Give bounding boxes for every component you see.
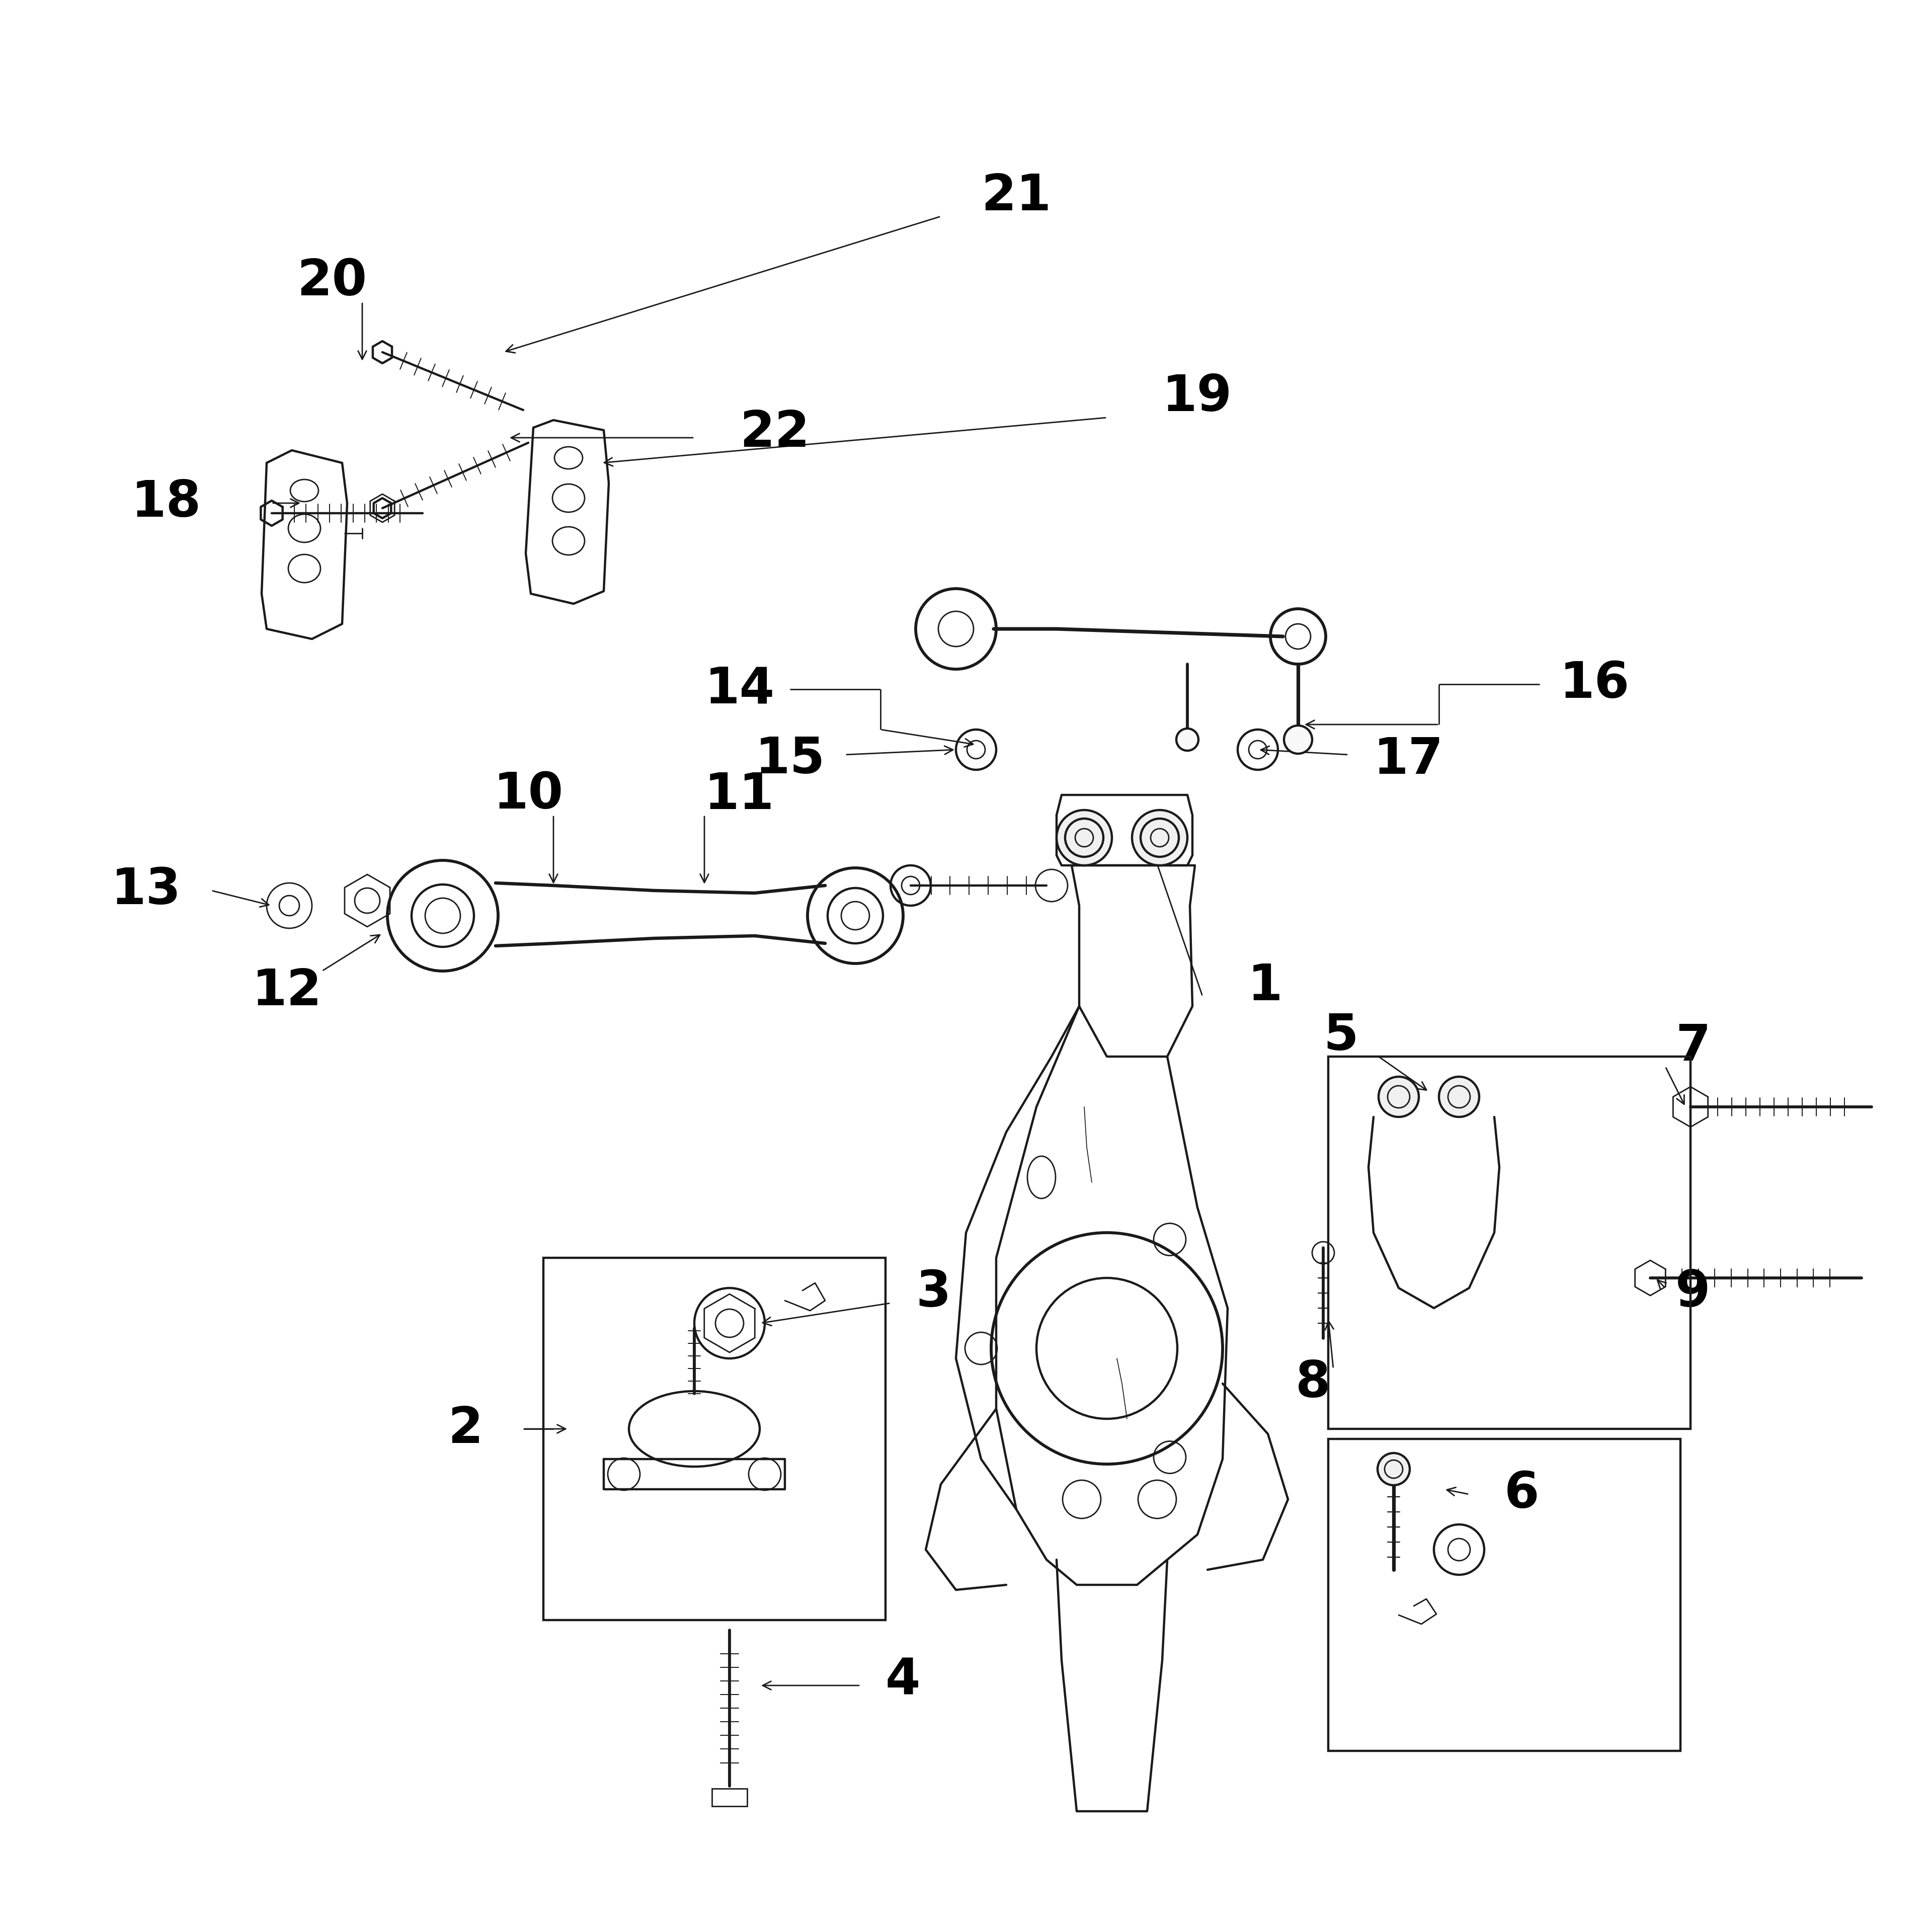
Text: 14: 14 — [705, 665, 775, 713]
Circle shape — [1379, 1076, 1418, 1117]
Circle shape — [1057, 810, 1113, 866]
Text: 10: 10 — [493, 771, 564, 819]
Text: 11: 11 — [705, 771, 775, 819]
Text: 13: 13 — [110, 866, 182, 916]
Text: 17: 17 — [1374, 736, 1443, 784]
Text: 1: 1 — [1248, 962, 1283, 1010]
Text: 3: 3 — [916, 1269, 951, 1318]
Text: 9: 9 — [1675, 1269, 1710, 1318]
Text: 12: 12 — [251, 966, 323, 1016]
Circle shape — [1439, 1076, 1480, 1117]
Text: 5: 5 — [1323, 1012, 1358, 1061]
Text: 20: 20 — [298, 257, 367, 305]
Circle shape — [1177, 728, 1198, 752]
Circle shape — [1132, 810, 1188, 866]
Text: 7: 7 — [1675, 1022, 1710, 1070]
Text: 4: 4 — [885, 1656, 920, 1704]
Bar — [711, 1789, 748, 1806]
Bar — [1329, 1439, 1681, 1750]
Text: 8: 8 — [1296, 1360, 1331, 1408]
Text: 2: 2 — [448, 1405, 483, 1453]
Text: 19: 19 — [1163, 373, 1233, 421]
Bar — [1329, 1057, 1691, 1430]
Circle shape — [1378, 1453, 1410, 1486]
Text: 6: 6 — [1505, 1470, 1540, 1519]
Bar — [543, 1258, 885, 1621]
Text: 22: 22 — [740, 408, 810, 458]
Text: 18: 18 — [131, 479, 201, 527]
Text: 15: 15 — [755, 736, 825, 784]
Circle shape — [1285, 726, 1312, 753]
Text: 16: 16 — [1559, 661, 1631, 709]
Text: 21: 21 — [981, 172, 1051, 220]
